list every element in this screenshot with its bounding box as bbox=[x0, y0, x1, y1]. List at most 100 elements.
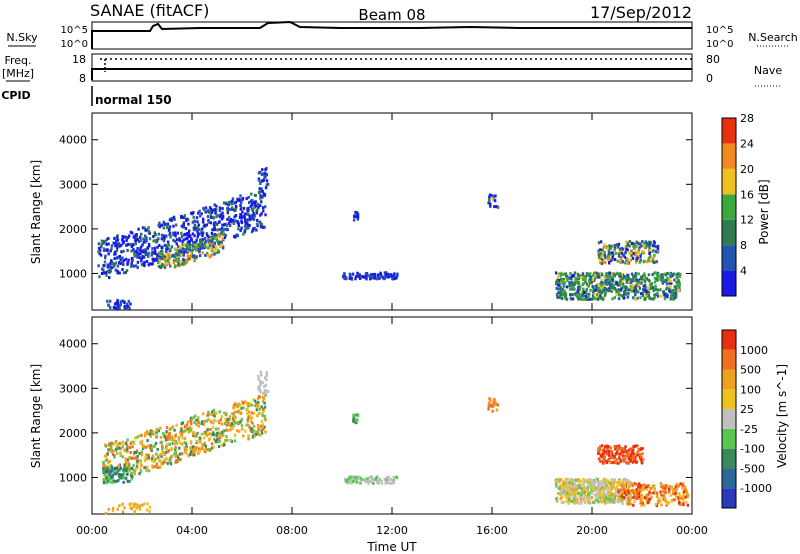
echo-cell bbox=[589, 272, 592, 276]
echo-cell bbox=[662, 290, 665, 294]
echo-cell bbox=[620, 294, 623, 298]
echo-cell bbox=[199, 440, 202, 444]
echo-cell bbox=[601, 498, 604, 502]
echo-cell bbox=[561, 287, 564, 291]
echo-cell bbox=[125, 448, 129, 452]
echo-cell bbox=[380, 480, 383, 484]
echo-cell bbox=[146, 431, 149, 435]
echo-cell bbox=[132, 470, 136, 474]
echo-cell bbox=[207, 219, 210, 223]
echo-cell bbox=[352, 419, 355, 423]
echo-cell bbox=[201, 217, 205, 221]
echo-cell bbox=[585, 479, 588, 483]
echo-cell bbox=[135, 465, 139, 469]
echo-cell bbox=[160, 462, 163, 466]
echo-cell bbox=[361, 275, 365, 279]
echo-cell bbox=[617, 273, 621, 277]
echo-cell bbox=[668, 273, 672, 277]
echo-cell bbox=[647, 484, 650, 488]
echo-cell bbox=[187, 257, 190, 261]
echo-cell bbox=[227, 215, 231, 219]
echo-cell bbox=[599, 480, 602, 484]
echo-cell bbox=[180, 231, 183, 235]
echo-cell bbox=[115, 447, 118, 451]
echo-cell bbox=[610, 282, 614, 286]
echo-cell bbox=[115, 239, 118, 243]
echo-cell bbox=[639, 292, 643, 296]
echo-cell bbox=[367, 274, 370, 278]
echo-cell bbox=[648, 251, 651, 255]
echo-cell bbox=[583, 487, 586, 491]
echo-cell bbox=[163, 237, 166, 241]
y-tick-label: 2000 bbox=[59, 427, 87, 440]
echo-cell bbox=[181, 436, 184, 440]
echo-cell bbox=[263, 193, 267, 197]
echo-cell bbox=[610, 289, 614, 293]
echo-cell bbox=[97, 250, 100, 254]
echo-cell bbox=[247, 213, 251, 217]
echo-cell bbox=[617, 254, 621, 258]
echo-cell bbox=[248, 425, 251, 429]
echo-cell bbox=[202, 422, 206, 426]
echo-cell bbox=[584, 486, 588, 490]
echo-cell bbox=[632, 452, 635, 456]
echo-cell bbox=[588, 274, 592, 278]
echo-cell bbox=[384, 271, 388, 275]
echo-cell bbox=[638, 246, 641, 250]
echo-cell bbox=[155, 431, 158, 435]
echo-cell bbox=[212, 431, 215, 435]
echo-cell bbox=[608, 260, 611, 264]
echo-cell bbox=[223, 421, 227, 425]
echo-cell bbox=[165, 225, 169, 229]
echo-cell bbox=[189, 441, 193, 445]
echo-cell bbox=[560, 489, 563, 493]
echo-cell bbox=[666, 276, 669, 280]
echo-cell bbox=[629, 481, 632, 485]
echo-cell bbox=[227, 201, 231, 205]
echo-cell bbox=[651, 259, 654, 263]
echo-cell bbox=[126, 472, 129, 476]
echo-cell bbox=[208, 432, 212, 436]
echo-cell bbox=[123, 463, 126, 467]
echo-cell bbox=[569, 491, 572, 495]
echo-cell bbox=[590, 491, 594, 495]
colorbar-segment bbox=[722, 194, 736, 220]
echo-cell bbox=[493, 199, 497, 203]
echo-cell bbox=[238, 408, 241, 412]
echo-cell bbox=[184, 450, 187, 454]
echo-cell bbox=[632, 245, 636, 249]
echo-cell bbox=[623, 255, 627, 259]
echo-cell bbox=[189, 450, 193, 454]
echo-cell bbox=[489, 399, 492, 403]
echo-cell bbox=[656, 273, 659, 277]
echo-cell bbox=[583, 501, 587, 505]
echo-cell bbox=[259, 181, 262, 185]
echo-cell bbox=[559, 281, 562, 285]
echo-cell bbox=[264, 167, 267, 171]
echo-cell bbox=[568, 281, 571, 285]
echo-cell bbox=[227, 428, 231, 432]
echo-cell bbox=[115, 451, 119, 455]
echo-cell bbox=[346, 481, 349, 485]
echo-cell bbox=[230, 200, 233, 204]
echo-cell bbox=[646, 242, 649, 246]
echo-cell bbox=[605, 282, 608, 286]
echo-cell bbox=[145, 236, 148, 240]
echo-cell bbox=[231, 197, 235, 201]
echo-cell bbox=[574, 484, 578, 488]
echo-cell bbox=[234, 208, 237, 212]
echo-cell bbox=[202, 206, 205, 210]
echo-cell bbox=[115, 466, 119, 470]
echo-cell bbox=[131, 259, 134, 263]
echo-cell bbox=[569, 271, 572, 275]
echo-cell bbox=[122, 240, 126, 244]
echo-cell bbox=[214, 221, 217, 225]
echo-cell bbox=[606, 489, 609, 493]
echo-cell bbox=[354, 214, 357, 218]
echo-cell bbox=[622, 495, 626, 499]
echo-cell bbox=[380, 274, 383, 278]
echo-cell bbox=[603, 480, 606, 484]
echo-cell bbox=[136, 250, 139, 254]
echo-cell bbox=[371, 481, 375, 485]
echo-cell bbox=[581, 293, 585, 297]
